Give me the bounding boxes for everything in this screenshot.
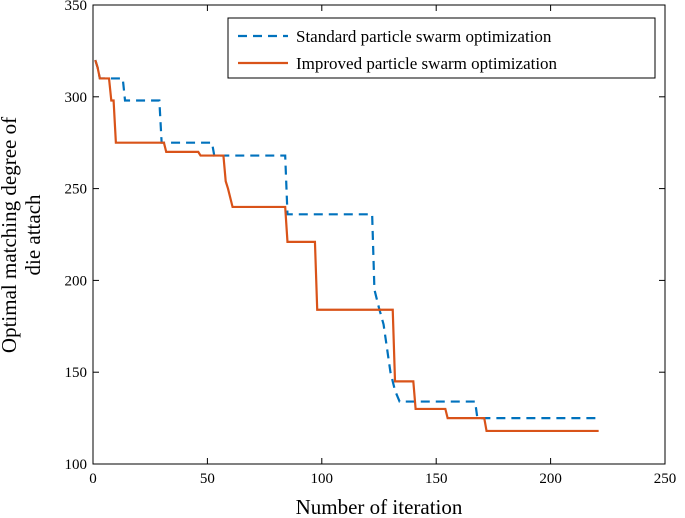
y-tick-label: 150 — [65, 365, 88, 381]
y-axis-label-line-1: Optimal matching degree of — [0, 117, 21, 353]
y-tick-label: 200 — [65, 273, 88, 289]
y-tick-label: 350 — [65, 0, 88, 14]
y-axis-label-line-2: die attach — [21, 194, 45, 276]
series-line-standard-pso — [94, 59, 599, 420]
legend-label-standard: Standard particle swarm optimization — [296, 27, 552, 46]
plot-area: 0 50 100 150 200 250 100 150 200 250 300 350 — [65, 0, 677, 487]
x-axis-ticks: 0 50 100 150 200 250 — [89, 5, 676, 487]
y-axis-ticks: 100 150 200 250 300 350 — [65, 0, 665, 473]
x-axis-label: Number of iteration — [296, 495, 463, 518]
legend-label-improved: Improved particle swarm optimization — [296, 54, 558, 73]
x-tick-label: 250 — [654, 471, 677, 487]
legend: Standard particle swarm optimization Imp… — [227, 17, 656, 79]
x-tick-label: 100 — [311, 471, 334, 487]
legend-box — [227, 17, 656, 79]
y-axis-label: Optimal matching degree of die attach — [0, 117, 45, 353]
x-tick-label: 50 — [200, 471, 215, 487]
x-tick-label: 200 — [539, 471, 562, 487]
y-tick-label: 100 — [65, 457, 88, 473]
series-line-improved-pso — [94, 59, 599, 433]
y-tick-label: 300 — [65, 90, 88, 106]
y-tick-label: 250 — [65, 182, 88, 198]
x-tick-label: 150 — [425, 471, 448, 487]
series-layer — [94, 59, 599, 433]
x-tick-label: 0 — [89, 471, 97, 487]
plot-frame — [92, 4, 666, 465]
